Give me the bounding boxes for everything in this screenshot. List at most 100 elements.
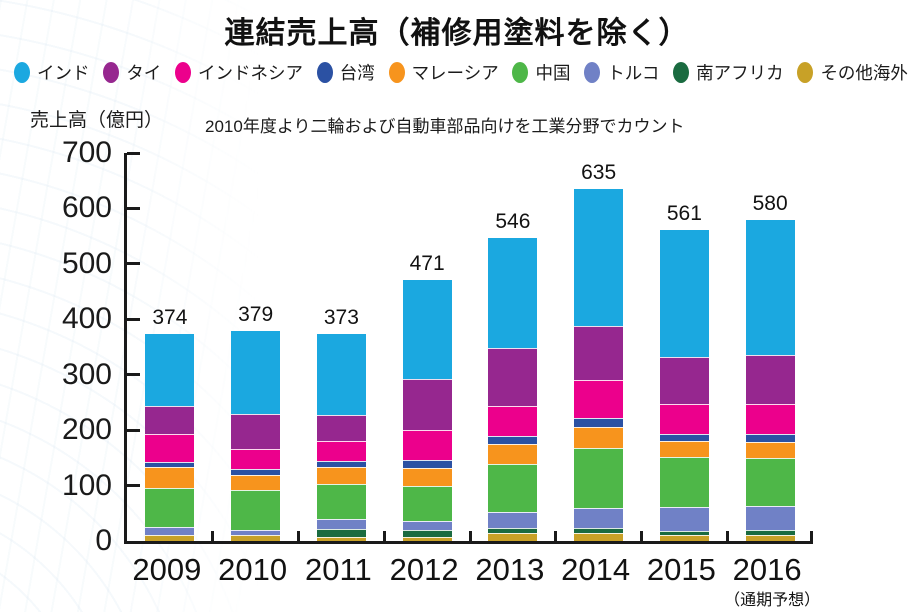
x-tick-1 [211,531,215,541]
legend-label-taiwan: 台湾 [339,63,375,83]
legend: インド タイ インドネシア 台湾 マレーシア 中国 トルコ 南アフリカ その他海外 [14,60,908,85]
x-tick-5 [554,531,558,541]
bar-2016-segment-china [745,457,795,506]
bar-2012 [402,280,452,541]
bar-2014-segment-india [574,189,624,326]
bar-2011-segment-china [316,483,366,520]
x-tick-6 [640,531,643,541]
x-tick-4 [468,531,472,541]
legend-label-thailand: タイ [126,63,162,83]
bar-2013-segment-china [488,464,538,512]
bar-2010-segment-indonesia [231,449,281,469]
bar-2010-segment-china [231,490,281,530]
bar-2015-segment-taiwan [659,433,709,442]
bar-2011-segment-south-africa [316,528,366,537]
y-axis-label-300: 300 [61,357,112,391]
x-axis-label-2012: 2012 [389,552,459,587]
legend-swatch-other-overseas [797,62,814,83]
bar-2016-segment-indonesia [745,404,795,435]
x-tick-2 [297,531,300,541]
bar-2012-segment-thailand [402,378,452,431]
bar-total-2009: 374 [152,305,188,329]
legend-item-south-africa: 南アフリカ [673,60,784,85]
bar-2015-segment-china [659,457,709,508]
bar-2012-segment-taiwan [402,460,452,468]
legend-label-china: 中国 [535,63,571,83]
legend-item-malaysia: マレーシア [388,60,499,85]
bar-2016-segment-malaysia [745,442,795,458]
bar-total-2010: 379 [238,302,274,326]
y-axis-label-200: 200 [61,413,112,447]
bar-2011-segment-indonesia [316,440,366,462]
legend-item-indonesia: インドネシア [175,60,303,85]
bar-2010-segment-thailand [231,414,281,450]
legend-item-china: 中国 [512,60,570,85]
bar-2011 [316,334,366,541]
bar-2015-segment-indonesia [659,403,709,434]
bar-2011-segment-taiwan [316,461,366,468]
y-axis-label-600: 600 [61,191,112,225]
bar-2012-segment-malaysia [402,467,452,487]
legend-label-turkey: トルコ [607,63,660,83]
bar-2011-segment-turkey [316,519,366,529]
bar-2009-segment-other-overseas [145,535,195,541]
bar-2014-segment-other-overseas [574,532,624,541]
y-axis-title: 売上高（億円） [30,110,164,131]
bar-2013 [488,238,538,541]
y-axis-label-700: 700 [61,136,112,169]
bar-2015-segment-thailand [659,356,709,404]
bar-total-2014: 635 [581,161,617,185]
bar-2011-segment-other-overseas [316,536,366,541]
bar-2010-segment-taiwan [231,468,281,475]
bar-2013-segment-turkey [488,511,538,528]
legend-label-malaysia: マレーシア [411,63,499,83]
bar-2010-segment-india [231,330,281,415]
bar-2011-segment-thailand [316,415,366,441]
y-tick-400 [127,317,140,321]
legend-swatch-south-africa [673,62,690,83]
legend-item-thailand: タイ [103,60,161,85]
bar-2009-segment-taiwan [145,461,195,467]
bar-2016-segment-turkey [745,505,795,531]
bar-2014-segment-malaysia [574,427,624,449]
bar-2012-segment-china [402,486,452,522]
bar-2013-segment-thailand [488,347,538,407]
bar-2016 [745,219,795,541]
bar-2015-segment-other-overseas [659,535,709,541]
bar-2015 [659,230,709,541]
bar-2011-segment-malaysia [316,467,366,484]
bar-2013-segment-malaysia [488,443,538,464]
bar-2014 [574,189,624,541]
bar-2013-segment-south-africa [488,527,538,534]
legend-swatch-malaysia [388,62,405,83]
bar-total-2012: 471 [409,251,445,275]
y-tick-700 [127,151,140,155]
bar-2012-segment-turkey [402,521,452,530]
legend-swatch-thailand [103,62,120,83]
bar-2012-segment-indonesia [402,430,452,461]
legend-label-indonesia: インドネシア [198,63,304,83]
bar-2014-segment-indonesia [574,380,624,418]
x-axis-label-2010: 2010 [218,552,288,587]
legend-swatch-indonesia [175,62,192,83]
y-axis-label-500: 500 [61,246,112,280]
bar-total-2016: 580 [752,191,788,215]
y-axis-label-100: 100 [61,468,112,502]
bar-2010 [231,330,281,541]
bar-total-2011: 373 [323,306,359,330]
bar-2013-segment-taiwan [488,435,538,444]
bar-2010-segment-other-overseas [231,535,281,541]
y-tick-100 [127,484,140,488]
bar-2009-segment-turkey [145,527,195,536]
y-tick-500 [127,262,140,266]
x-axis-label-2009: 2009 [132,552,202,587]
bar-2009-segment-china [145,487,195,528]
bar-2009-segment-thailand [145,406,195,435]
bar-2011-segment-india [316,334,366,416]
bar-2009-segment-malaysia [145,466,195,488]
legend-swatch-china [512,62,529,83]
chart-title: 連結売上高（補修用塗料を除く） [224,17,690,50]
bar-2014-segment-turkey [574,507,624,529]
legend-item-other-overseas: その他海外 [797,60,908,85]
